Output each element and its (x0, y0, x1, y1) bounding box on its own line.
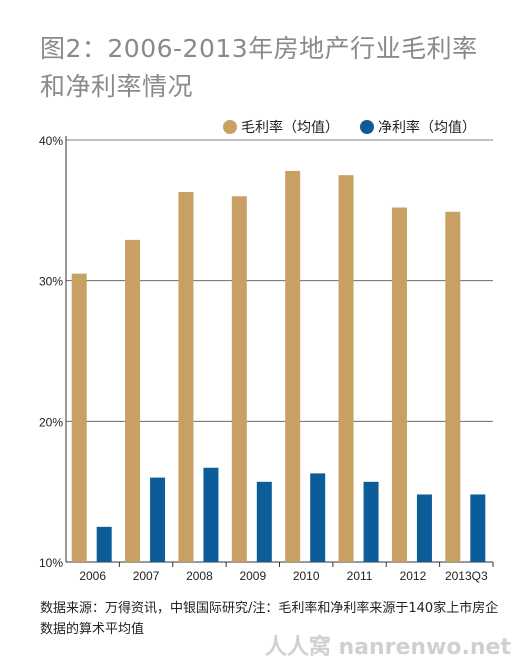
source-note: 数据来源：万得资讯，中银国际研究/注：毛利率和净利率来源于140家上市房企数据的… (40, 601, 499, 637)
x-tick-label: 2012 (400, 569, 427, 583)
x-tick-label: 2011 (347, 569, 373, 583)
bar-gross-margin (445, 211, 461, 562)
x-tick-label: 2009 (239, 569, 266, 583)
y-tick-label: 10% (39, 556, 63, 570)
y-tick-label: 30% (39, 275, 63, 289)
bar-net-margin (416, 494, 432, 562)
bar-gross-margin (71, 273, 87, 562)
legend-label: 毛利率（均值） (241, 119, 339, 136)
bar-net-margin (96, 526, 112, 562)
bar-gross-margin (125, 239, 141, 562)
bar-net-margin (203, 467, 219, 562)
legend-label: 净利率（均值） (378, 119, 476, 136)
x-tick-label: 2008 (186, 569, 213, 583)
bar-gross-margin (231, 196, 247, 562)
x-tick-label: 2010 (293, 569, 320, 583)
bar-gross-margin (178, 192, 194, 562)
bar-net-margin (256, 481, 272, 562)
chart-title: 图2：2006-2013年房地产行业毛利率和净利率情况 (40, 34, 478, 101)
legend-marker (360, 120, 374, 134)
y-tick-label: 40% (39, 134, 63, 148)
chart: 10% 20% 30% 40% 2006 2007 2008 2009 2010 2011 2012… (39, 119, 494, 583)
bar-gross-margin (391, 207, 407, 562)
x-tick-label: 2006 (79, 569, 106, 583)
bar-net-margin (363, 481, 379, 562)
watermark: 人人窝 nanrenwo.net (264, 635, 511, 660)
bar-gross-margin (338, 175, 354, 562)
bar-net-margin (310, 473, 326, 562)
legend-marker (223, 120, 237, 134)
bar-net-margin (150, 477, 166, 562)
bar-gross-margin (285, 170, 301, 563)
bar-net-margin (470, 494, 486, 562)
y-tick-label: 20% (39, 415, 63, 429)
x-tick-label: 2013Q3 (445, 569, 488, 583)
x-tick-label: 2007 (133, 569, 160, 583)
